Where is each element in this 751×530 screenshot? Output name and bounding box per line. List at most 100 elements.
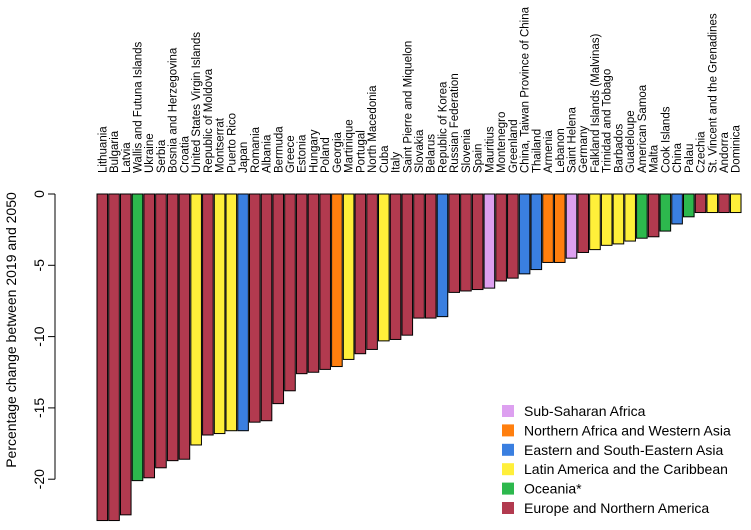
bar xyxy=(237,193,249,432)
category-label: Bulgaria xyxy=(109,130,121,173)
bar xyxy=(202,193,214,436)
bar xyxy=(272,193,285,405)
category-label: Barbados xyxy=(613,124,625,173)
bar xyxy=(108,193,120,522)
category-label: Romania xyxy=(250,126,262,173)
category-label: Guadeloupe xyxy=(625,110,637,173)
legend-swatch xyxy=(502,405,514,417)
category-label: Russian Federation xyxy=(449,73,461,173)
bar xyxy=(331,193,343,368)
legend-swatch xyxy=(502,482,514,495)
bar xyxy=(659,193,672,232)
category-label: Ukraine xyxy=(144,133,156,173)
bar xyxy=(565,193,578,259)
y-tick-label: -20 xyxy=(31,469,47,489)
category-label: Latvia xyxy=(121,142,133,173)
category-label: Italy xyxy=(391,152,403,173)
category-label: Thailand xyxy=(531,129,543,173)
category-labels: Lithuania Bulgaria Latvia Wallis and Futuna… xyxy=(97,6,742,173)
category-label: Albania xyxy=(262,134,274,173)
bar xyxy=(342,193,355,360)
y-tick-label: -15 xyxy=(31,398,47,418)
bar xyxy=(178,193,191,460)
bar xyxy=(119,193,132,516)
y-axis-label: Percentage change between 2019 and 2050 xyxy=(3,192,19,468)
legend-label: Sub-Saharan Africa xyxy=(524,403,646,419)
bar xyxy=(460,193,472,292)
bar xyxy=(260,193,273,422)
bar xyxy=(624,193,636,242)
category-label: Armenia xyxy=(543,130,555,173)
category-label: Mauritius xyxy=(484,126,496,173)
bar xyxy=(190,193,202,446)
category-label: Slovakia xyxy=(414,129,426,173)
category-label: Cook Islands xyxy=(660,106,672,173)
bar xyxy=(96,193,109,522)
bar xyxy=(295,193,308,375)
bar xyxy=(507,193,519,279)
category-label: Bermuda xyxy=(273,126,285,173)
category-label: Poland xyxy=(320,137,332,173)
legend-swatch xyxy=(502,424,514,437)
bar xyxy=(354,193,367,355)
bar xyxy=(424,193,437,319)
legend-swatch xyxy=(502,502,514,514)
legend-swatch xyxy=(502,443,514,456)
category-label: Andorra xyxy=(719,131,731,173)
bar xyxy=(483,193,496,289)
bar xyxy=(213,193,226,435)
bar xyxy=(378,193,390,342)
category-label: American Samoa xyxy=(637,84,649,173)
bar xyxy=(530,193,543,271)
legend-swatch xyxy=(502,463,514,476)
bar xyxy=(166,193,179,462)
category-label: St. Vincent and the Grenadines xyxy=(707,13,719,173)
category-label: Greenland xyxy=(508,119,520,173)
category-label: Palau xyxy=(684,144,696,173)
bar xyxy=(155,193,167,469)
category-label: Lebanon xyxy=(555,128,567,173)
category-label: North Macedonia xyxy=(367,85,379,173)
category-label: Croatia xyxy=(179,135,191,173)
bar xyxy=(647,193,660,238)
bar xyxy=(131,193,144,482)
bar xyxy=(542,193,554,263)
category-label: Montserrat xyxy=(215,117,227,173)
category-label: Czechia xyxy=(696,131,708,173)
category-label: Republic of Korea xyxy=(437,81,449,173)
category-label: Saint Pierre and Miquelon xyxy=(402,41,414,173)
category-label: Cuba xyxy=(379,145,391,173)
bar xyxy=(307,193,320,373)
category-label: Dominica xyxy=(731,124,743,173)
legend-label: Oceania* xyxy=(524,481,582,497)
bar xyxy=(553,193,566,263)
bar xyxy=(589,193,601,251)
category-label: Germany xyxy=(578,125,590,173)
bar xyxy=(319,193,331,370)
bar xyxy=(612,193,625,245)
category-label: Bosnia and Herzegovina xyxy=(168,47,180,173)
category-label: Lithuania xyxy=(97,126,109,173)
legend-label: Latin America and the Caribbean xyxy=(524,461,728,477)
category-label: Saint Helena xyxy=(567,107,579,173)
bar xyxy=(436,193,449,318)
category-label: Serbia xyxy=(156,139,168,173)
category-label: Greece xyxy=(285,135,297,173)
category-label: Republic of Moldova xyxy=(203,68,215,173)
bar xyxy=(448,193,460,293)
category-label: Portugal xyxy=(355,130,367,173)
bar xyxy=(577,193,590,253)
category-label: Hungary xyxy=(308,129,320,173)
bar xyxy=(143,193,156,479)
category-label: Malta xyxy=(649,144,661,173)
bar xyxy=(600,193,613,246)
category-label: United States Virgin Islands xyxy=(191,32,203,173)
category-label: Martinique xyxy=(344,119,356,173)
category-label: Japan xyxy=(238,142,250,173)
bar xyxy=(718,193,730,214)
category-label: Montenegro xyxy=(496,112,508,173)
y-tick-label: -5 xyxy=(31,259,47,272)
bar xyxy=(248,193,261,423)
